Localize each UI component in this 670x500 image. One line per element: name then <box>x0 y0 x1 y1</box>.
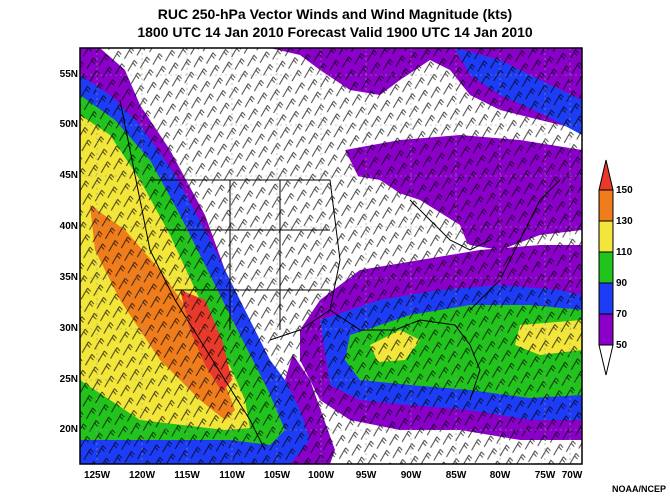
lon-label-100w: 100W <box>307 470 335 481</box>
colorbar-label-110: 110 <box>616 247 633 258</box>
map-subtitle: 1800 UTC 14 Jan 2010 Forecast Valid 1900… <box>137 24 533 40</box>
lon-label-125w: 125W <box>83 470 111 481</box>
lat-label-35n: 35N <box>59 272 78 283</box>
graticule <box>80 48 582 464</box>
credit-label: NOAA/NCEP <box>611 484 666 494</box>
colorbar-label-130: 130 <box>616 216 633 227</box>
lon-label-120w: 120W <box>128 470 156 481</box>
colorbar-90-110 <box>598 251 614 284</box>
lon-label-75w: 75W <box>534 470 556 481</box>
lon-label-90w: 90W <box>400 470 422 481</box>
map-frame <box>79 47 583 465</box>
lat-label-30n: 30N <box>59 323 78 334</box>
lon-label-115w: 115W <box>174 470 200 481</box>
colorbar <box>598 159 614 376</box>
lon-label-85w: 85W <box>445 470 467 481</box>
lat-label-55n: 55N <box>59 69 78 80</box>
colorbar-cap-top <box>598 159 614 191</box>
lon-label-80w: 80W <box>489 470 511 481</box>
lat-label-25n: 25N <box>59 374 78 385</box>
colorbar-50-70 <box>598 313 614 346</box>
lat-label-50n: 50N <box>59 119 78 130</box>
lon-label-105w: 105W <box>263 470 291 481</box>
lon-label-95w: 95W <box>355 470 377 481</box>
colorbar-130-150 <box>598 189 614 222</box>
lat-label-40n: 40N <box>59 221 78 232</box>
map-title: RUC 250-hPa Vector Winds and Wind Magnit… <box>157 6 513 22</box>
lon-label-110w: 110W <box>219 470 245 481</box>
lat-label-45n: 45N <box>59 170 78 181</box>
colorbar-cap-bottom <box>598 344 614 376</box>
colorbar-110-130 <box>598 220 614 253</box>
lat-label-20n: 20N <box>59 424 78 435</box>
colorbar-label-50: 50 <box>616 340 628 351</box>
colorbar-label-150: 150 <box>616 185 633 196</box>
colorbar-label-70: 70 <box>616 309 628 320</box>
lon-label-70w: 70W <box>561 470 583 481</box>
colorbar-70-90 <box>598 282 614 315</box>
colorbar-label-90: 90 <box>616 278 628 289</box>
wind-magnitude-field <box>80 48 582 464</box>
